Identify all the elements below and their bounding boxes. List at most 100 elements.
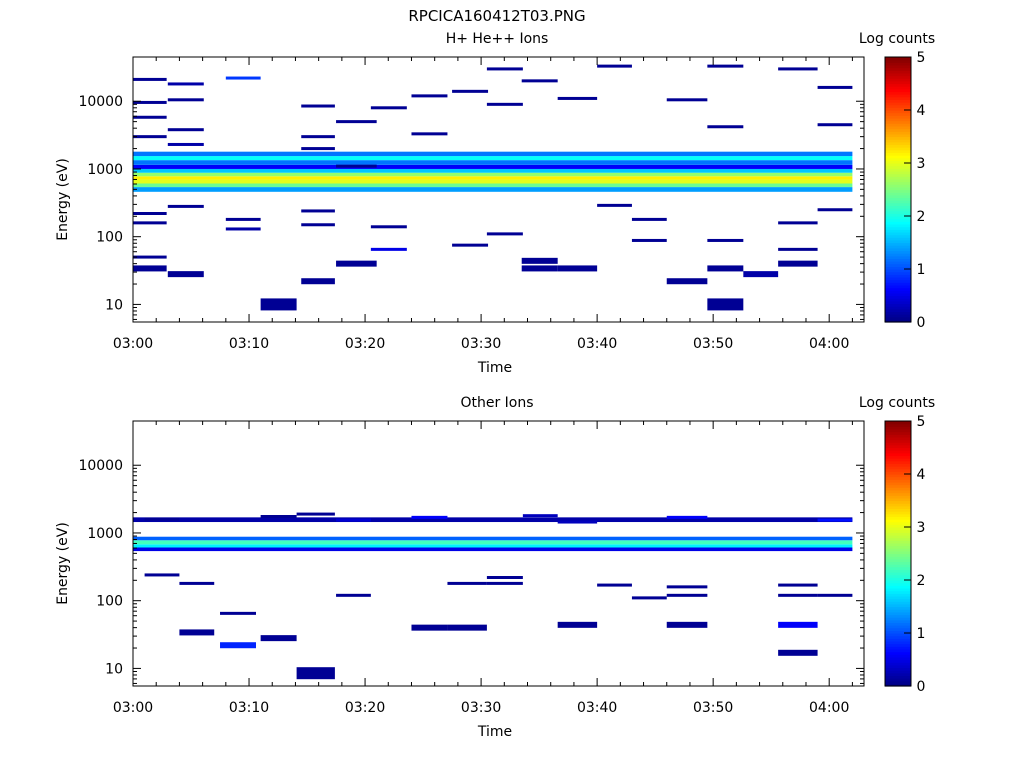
colorbar-segment [885, 316, 911, 320]
colorbar-segment [885, 487, 911, 491]
colorbar-segment [885, 115, 911, 119]
colorbar-segment [885, 221, 911, 225]
spectrogram-cell [301, 209, 335, 213]
colorbar-segment [885, 266, 911, 270]
colorbar-segment [885, 70, 911, 74]
colorbar-segment [885, 86, 911, 90]
colorbar-tick-label: 1 [917, 626, 926, 642]
colorbar-segment [885, 638, 911, 642]
spectrogram-cell [260, 515, 297, 519]
colorbar-segment [885, 271, 911, 275]
colorbar-tick-label: 5 [917, 414, 926, 430]
colorbar-tick-label: 4 [917, 467, 926, 483]
spectrogram-cell [707, 64, 744, 68]
spectrogram-cell [411, 132, 448, 136]
spectrogram-cell [133, 100, 167, 104]
colorbar-segment [885, 186, 911, 191]
colorbar-segment [885, 173, 911, 177]
y-tick-label: 10000 [78, 458, 123, 474]
spectrogram-cell [225, 217, 261, 221]
colorbar-segment [885, 489, 911, 494]
colorbar-segment [885, 574, 911, 578]
colorbar-segment [885, 216, 911, 220]
spectrogram-cell [707, 298, 744, 311]
colorbar-segment [885, 466, 911, 470]
spectrogram-cell [336, 518, 371, 522]
colorbar-segment [885, 255, 911, 259]
colorbar-segment [885, 102, 911, 106]
spectrogram-cell [778, 67, 818, 71]
colorbar-segment [885, 170, 911, 175]
colorbar-segment [885, 210, 911, 214]
colorbar-segment [885, 529, 911, 533]
y-tick-label: 10 [105, 661, 123, 677]
spectrogram-cell [521, 265, 558, 272]
colorbar-segment [885, 202, 911, 206]
spectrogram-cell [167, 204, 204, 208]
colorbar-segment [885, 276, 911, 281]
colorbar-segment [885, 566, 911, 570]
spectrogram-cell [743, 271, 779, 278]
colorbar-segment [885, 508, 911, 512]
x-tick-label: 03:10 [229, 336, 269, 352]
colorbar-segment [885, 640, 911, 645]
spectrogram-cell [301, 104, 335, 108]
colorbar: 0 1 2 3 4 5 Log counts [859, 31, 935, 331]
spectrogram-cell [631, 238, 667, 242]
spectrogram-cell [167, 98, 204, 102]
panel-title: H+ He++ Ions [446, 31, 549, 47]
colorbar-segment [885, 311, 911, 315]
colorbar-segment [885, 442, 911, 446]
spectrogram-cell [336, 164, 377, 168]
spectrogram-cell [411, 515, 448, 519]
colorbar-segment [885, 306, 911, 310]
colorbar-segment [885, 274, 911, 278]
colorbar-segment [885, 431, 911, 435]
colorbar-segment [885, 247, 911, 252]
colorbar-segment [885, 455, 911, 459]
colorbar-segment [885, 505, 911, 510]
colorbar-segment [885, 537, 911, 541]
spectrogram-cell [133, 135, 167, 139]
colorbar-frame [884, 420, 912, 687]
spectrogram-cell [778, 221, 818, 225]
spectrogram-cell [817, 123, 853, 127]
y-tick-label: 100 [96, 230, 123, 246]
colorbar-segment [885, 300, 911, 305]
colorbar-segment [885, 128, 911, 132]
colorbar-segment [885, 534, 911, 539]
colorbar-segment [885, 218, 911, 222]
colorbar-segment [885, 590, 911, 594]
colorbar-segment [885, 683, 911, 687]
colorbar-label: Log counts [859, 395, 935, 411]
colorbar-segment [885, 78, 911, 82]
spectrogram-cell [707, 125, 744, 129]
band-cell [133, 544, 853, 548]
band-cell [133, 179, 853, 184]
spectrogram-cell [666, 98, 708, 102]
colorbar-segment [885, 258, 911, 262]
spectrogram-cell [370, 247, 407, 251]
colorbar-segment [885, 434, 911, 438]
colorbar-segment [885, 580, 911, 584]
colorbar-segment [885, 516, 911, 520]
colorbar-segment [885, 136, 911, 140]
x-tick-label: 03:10 [229, 700, 269, 716]
spectrogram-cell [486, 232, 523, 236]
spectrogram-cell [133, 221, 167, 225]
y-tick-label: 100 [96, 594, 123, 610]
colorbar-segment [885, 656, 911, 661]
colorbar-segment [885, 269, 911, 273]
spectrogram-cell [817, 85, 853, 89]
colorbar-segment [885, 131, 911, 135]
colorbar-segment [885, 672, 911, 676]
colorbar-segment [885, 513, 911, 517]
colorbar-segment [885, 290, 911, 294]
colorbar-segment [885, 601, 911, 605]
colorbar-segment [885, 279, 911, 283]
colorbar-segment [885, 213, 911, 217]
colorbar-segment [885, 72, 911, 77]
colorbar-segment [885, 635, 911, 639]
colorbar-segment [885, 439, 911, 443]
